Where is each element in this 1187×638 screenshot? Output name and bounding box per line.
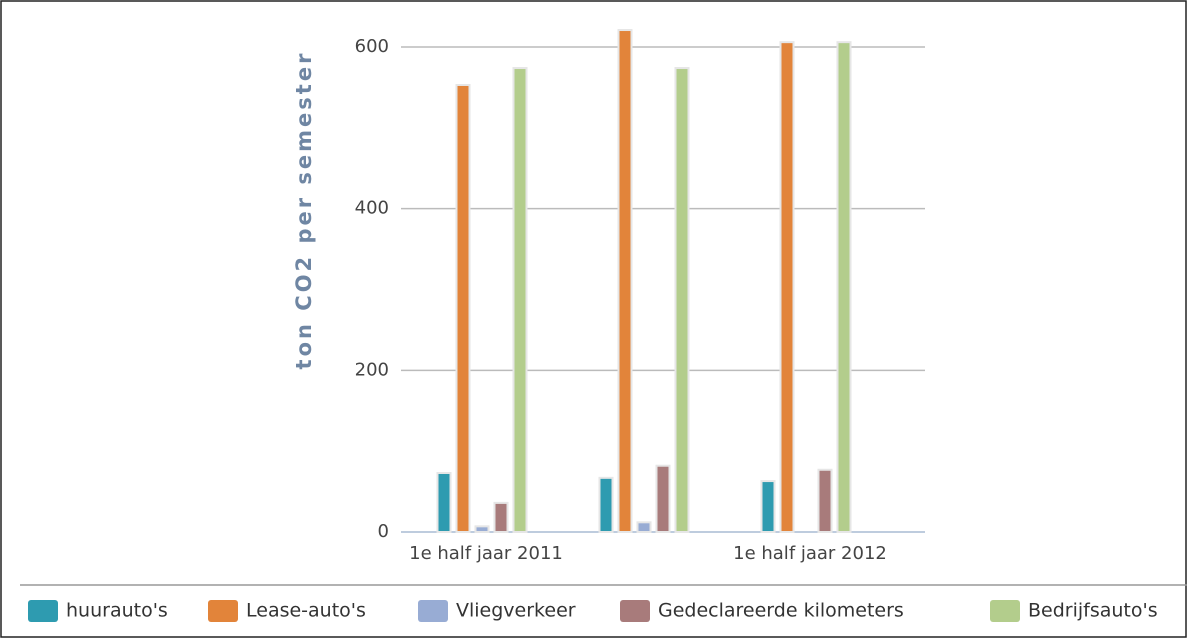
y-tick-label: 400 bbox=[355, 198, 389, 219]
legend-swatch bbox=[418, 600, 448, 622]
bar bbox=[598, 476, 614, 534]
bar bbox=[779, 41, 795, 534]
bar bbox=[836, 41, 852, 534]
y-axis-label: ton CO2 per semester bbox=[292, 51, 316, 370]
legend-label: Bedrijfsauto's bbox=[1028, 600, 1158, 622]
legend-swatch bbox=[28, 600, 58, 622]
bar bbox=[636, 521, 652, 533]
bar bbox=[436, 471, 452, 534]
legend-label: Vliegverkeer bbox=[456, 600, 576, 622]
y-tick-label: 0 bbox=[378, 521, 389, 542]
legend-label: Gedeclareerde kilometers bbox=[658, 600, 904, 622]
bar bbox=[512, 67, 528, 534]
bar bbox=[674, 67, 690, 534]
bar bbox=[617, 29, 633, 534]
legend-label: huurauto's bbox=[66, 600, 168, 622]
bar bbox=[817, 468, 833, 533]
legend-swatch bbox=[620, 600, 650, 622]
legend-swatch bbox=[208, 600, 238, 622]
x-tick-label: 1e half jaar 2011 bbox=[409, 543, 563, 564]
bar bbox=[760, 480, 776, 534]
y-tick-label: 200 bbox=[355, 359, 389, 380]
legend-label: Lease-auto's bbox=[246, 600, 366, 622]
bar bbox=[655, 464, 671, 534]
legend-swatch bbox=[990, 600, 1020, 622]
bar bbox=[455, 83, 471, 533]
x-tick-label: 1e half jaar 2012 bbox=[733, 543, 887, 564]
y-tick-label: 600 bbox=[355, 36, 389, 57]
bar bbox=[493, 501, 509, 533]
bar bbox=[474, 525, 490, 534]
